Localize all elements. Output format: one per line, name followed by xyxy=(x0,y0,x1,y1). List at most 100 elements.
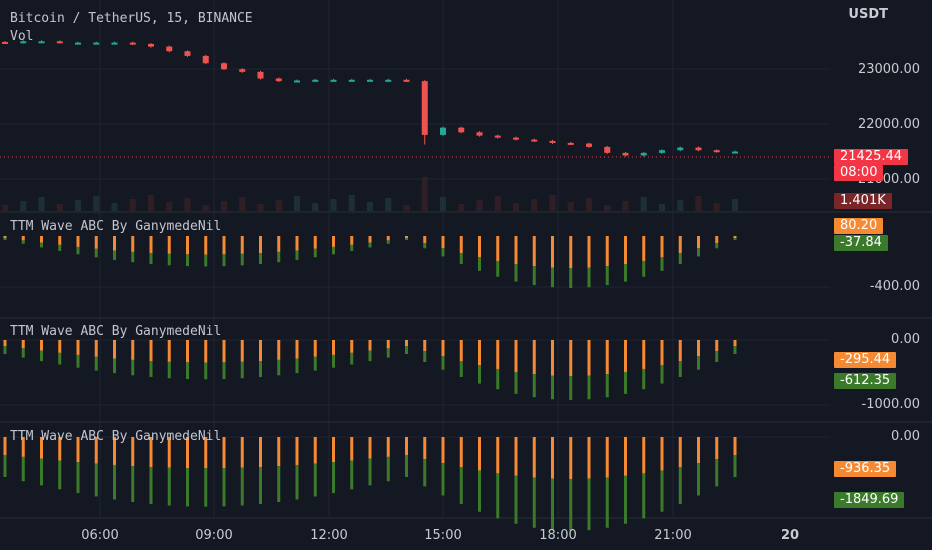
time-tick: 21:00 xyxy=(654,528,692,543)
wave-bar-orange xyxy=(259,437,262,468)
indicator-pane-3-bars xyxy=(3,437,737,531)
wave-bar-green xyxy=(240,253,244,266)
wave-bar-orange xyxy=(478,340,481,366)
wave-bar-orange xyxy=(113,236,116,251)
wave-bar-green xyxy=(386,348,390,358)
candle-body xyxy=(202,55,209,64)
wave-bar-green xyxy=(3,346,7,354)
wave-bar-orange xyxy=(295,236,299,251)
candle-body xyxy=(531,139,538,142)
wave-bar-green xyxy=(496,260,500,277)
wave-bar-green xyxy=(131,359,135,376)
wave-bar-orange xyxy=(423,340,427,352)
wave-bar-orange xyxy=(240,340,244,362)
wave-bar-green xyxy=(368,242,372,248)
wave-bar-green xyxy=(660,365,664,384)
wave-bar-green xyxy=(277,251,281,263)
wave-bar-orange xyxy=(332,236,335,247)
wave-bar-orange xyxy=(587,437,591,479)
wave-bar-green xyxy=(259,253,262,265)
candle-body xyxy=(312,79,319,82)
wave-bar-green xyxy=(21,456,25,482)
wave-bar-orange xyxy=(131,437,135,467)
candle-body xyxy=(732,151,738,154)
wave-bar-green xyxy=(678,361,682,377)
wave-bar-green xyxy=(76,354,80,368)
volume-bar xyxy=(732,199,738,211)
price-tick: 22000.00 xyxy=(857,117,920,132)
wave-bar-green xyxy=(131,251,135,263)
wave-bar-orange xyxy=(332,340,335,355)
wave-bar-green xyxy=(386,456,390,482)
wave-bar-green xyxy=(459,253,463,264)
wave-bar-orange xyxy=(94,437,98,464)
candle-body xyxy=(129,42,136,45)
wave-bar-orange xyxy=(3,340,7,346)
wave-bar-orange xyxy=(40,340,43,351)
candles xyxy=(2,40,738,157)
wave-bar-orange xyxy=(697,437,700,464)
wave-bar-green xyxy=(3,455,7,477)
wave-bar-orange xyxy=(605,437,609,478)
wave-bar-orange xyxy=(350,340,354,353)
time-tick: 06:00 xyxy=(81,528,119,543)
candle-body xyxy=(695,147,702,151)
wave-bar-green xyxy=(40,350,43,362)
candle-body xyxy=(367,79,373,82)
candle-body xyxy=(659,150,665,153)
wave-bar-green xyxy=(295,464,299,500)
wave-bar-green xyxy=(58,352,62,365)
wave-bar-orange xyxy=(678,437,682,467)
wave-bar-orange xyxy=(587,340,591,376)
time-tick: 15:00 xyxy=(424,528,462,543)
wave-bar-green xyxy=(222,362,226,380)
wave-bar-orange xyxy=(76,437,80,463)
volume-bar xyxy=(148,195,154,211)
wave-bar-orange xyxy=(186,340,189,363)
wave-bar-orange xyxy=(459,236,463,253)
wave-bar-orange xyxy=(21,236,25,241)
wave-bar-green xyxy=(478,257,481,271)
wave-bar-green xyxy=(605,266,609,286)
wave-bar-orange xyxy=(76,340,80,355)
wave-bar-orange xyxy=(204,437,208,469)
wave-bar-orange xyxy=(478,437,481,471)
wave-bar-orange xyxy=(21,437,25,457)
wave-bar-green xyxy=(532,477,536,528)
volume-indicator-label: Vol xyxy=(10,29,34,44)
wave-bar-green xyxy=(587,267,591,288)
volume-bar xyxy=(129,199,136,211)
wave-bar-green xyxy=(715,351,719,362)
indicator-1-value-b: -37.84 xyxy=(834,235,888,251)
wave-bar-orange xyxy=(58,236,62,245)
wave-bar-green xyxy=(313,356,317,371)
wave-bar-orange xyxy=(186,236,189,255)
candle-body xyxy=(2,41,8,44)
wave-bar-green xyxy=(149,361,153,378)
wave-bar-green xyxy=(277,466,281,502)
volume-bar xyxy=(476,200,483,211)
wave-bar-green xyxy=(532,266,536,286)
wave-bar-orange xyxy=(733,437,737,455)
wave-bar-green xyxy=(222,254,226,267)
volume-bar xyxy=(202,205,209,211)
wave-bar-green xyxy=(405,455,408,477)
wave-bar-orange xyxy=(459,437,463,467)
volume-bar xyxy=(385,198,392,211)
wave-bar-orange xyxy=(332,437,335,463)
volume-bar xyxy=(622,201,629,211)
current-price-badge: 21425.44 xyxy=(834,149,909,165)
wave-bar-orange xyxy=(58,340,62,353)
wave-bar-green xyxy=(715,459,719,487)
wave-bar-green xyxy=(697,463,700,496)
wave-bar-green xyxy=(368,350,372,362)
candle-body xyxy=(330,79,337,82)
wave-bar-green xyxy=(605,374,609,398)
volume-bar xyxy=(275,200,282,211)
wave-bar-green xyxy=(551,375,554,400)
wave-bar-green xyxy=(678,467,682,504)
wave-bar-orange xyxy=(222,437,226,469)
wave-bar-orange xyxy=(94,236,98,249)
wave-bar-orange xyxy=(678,236,682,253)
